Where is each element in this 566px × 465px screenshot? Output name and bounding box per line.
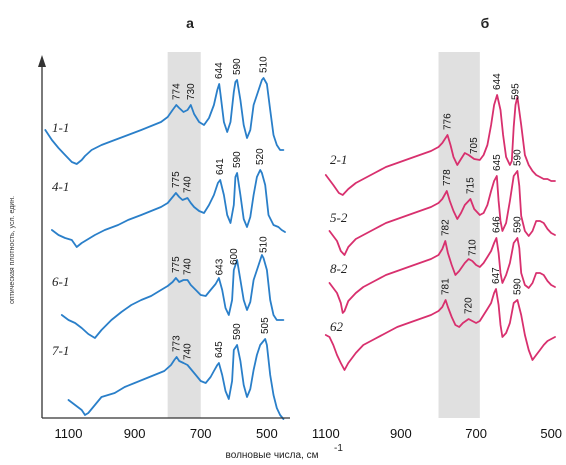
peak-label: 710 xyxy=(467,239,478,256)
panel-label-b: б xyxy=(481,15,490,31)
peak-label: 641 xyxy=(215,158,226,175)
series-label: 1-1 xyxy=(52,120,69,135)
series-label: 5-2 xyxy=(330,210,348,225)
peak-label: 590 xyxy=(232,151,243,168)
peak-label: 644 xyxy=(214,62,225,79)
series-label: 7-1 xyxy=(52,343,69,358)
x-tick-label: 700 xyxy=(465,426,487,441)
x-tick-label: 500 xyxy=(256,426,278,441)
x-tick-label: 1100 xyxy=(55,426,83,441)
peak-label: 510 xyxy=(259,236,270,253)
shaded-band xyxy=(167,52,201,418)
series-label: 4-1 xyxy=(52,179,69,194)
spectrum-line-7-1 xyxy=(67,338,285,420)
peak-label: 644 xyxy=(492,73,503,90)
x-tick-label: 900 xyxy=(390,426,412,441)
peak-label: 645 xyxy=(214,341,225,358)
x-tick-label: 700 xyxy=(190,426,212,441)
peak-label: 740 xyxy=(183,258,194,275)
x-axis-title: волновые числа, см xyxy=(226,450,319,461)
peak-label: 720 xyxy=(464,297,475,314)
spectrum-line-1-1 xyxy=(44,77,285,165)
peak-label: 781 xyxy=(441,278,452,295)
y-axis-title: оптическая плотность, усл. един. xyxy=(9,196,16,304)
panel-b: 776 705 644 595 778 715 645 590 782 710 646 590 781 7… xyxy=(312,15,562,441)
peak-label: 773 xyxy=(172,335,183,352)
peak-label: 730 xyxy=(186,83,197,100)
x-axis-title-exponent: -1 xyxy=(334,443,343,454)
series-label: 6-1 xyxy=(52,274,69,289)
peak-label: 510 xyxy=(259,56,270,73)
x-tick-label: 900 xyxy=(124,426,146,441)
peak-label: 778 xyxy=(442,169,453,186)
panel-label-a: а xyxy=(186,15,194,31)
spectrum-line-2-1 xyxy=(324,94,556,196)
peak-label: 520 xyxy=(255,148,266,165)
peak-label: 647 xyxy=(491,267,502,284)
peak-label: 590 xyxy=(232,323,243,340)
peak-label: 774 xyxy=(171,83,182,100)
peak-label: 590 xyxy=(512,216,523,233)
series-label: 8-2 xyxy=(330,261,348,276)
spectrum-line-8-2 xyxy=(328,237,556,314)
peak-label: 705 xyxy=(469,137,480,154)
spectrum-line-6-1 xyxy=(60,254,285,339)
peak-label: 646 xyxy=(491,216,502,233)
peak-label: 775 xyxy=(171,256,182,273)
peak-label: 782 xyxy=(440,219,451,236)
series-label: 62 xyxy=(330,319,344,334)
peak-label: 740 xyxy=(183,176,194,193)
spectrum-line-5-2 xyxy=(328,170,556,256)
y-axis-arrow-icon xyxy=(38,55,46,67)
peak-label: 590 xyxy=(512,278,523,295)
spectrum-line-4-1 xyxy=(51,169,286,248)
x-tick-label: 1100 xyxy=(312,426,340,441)
peak-label: 590 xyxy=(512,149,523,166)
peak-label: 595 xyxy=(511,83,522,100)
peak-label: 505 xyxy=(260,317,271,334)
series-label: 2-1 xyxy=(330,152,347,167)
peak-label: 590 xyxy=(232,58,243,75)
peak-label: 645 xyxy=(492,154,503,171)
peak-label: 643 xyxy=(215,258,226,275)
spectrum-line-62 xyxy=(324,288,556,371)
shaded-band xyxy=(438,52,480,418)
peak-label: 775 xyxy=(171,171,182,188)
x-tick-label: 500 xyxy=(540,426,562,441)
peak-label: 715 xyxy=(465,177,476,194)
peak-label: 776 xyxy=(443,113,454,130)
peak-label: 600 xyxy=(229,248,240,265)
peak-label: 740 xyxy=(183,343,194,360)
